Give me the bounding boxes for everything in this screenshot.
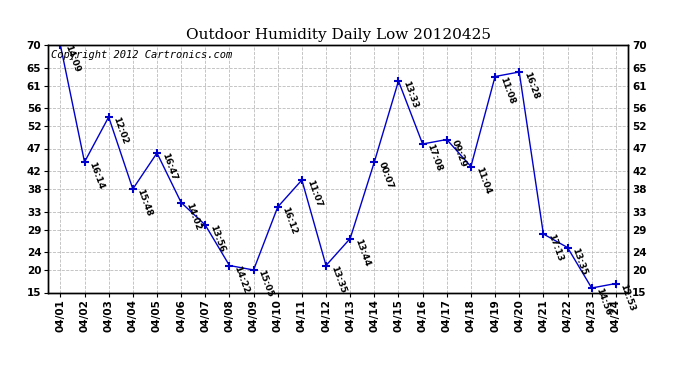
- Text: 11:08: 11:08: [498, 75, 516, 105]
- Text: 12:53: 12:53: [619, 282, 637, 312]
- Text: 09:29: 09:29: [450, 138, 468, 168]
- Text: 14:22: 14:22: [233, 264, 250, 294]
- Text: 11:04: 11:04: [474, 165, 492, 195]
- Text: 14:09: 14:09: [63, 44, 81, 74]
- Text: 12:02: 12:02: [112, 116, 130, 146]
- Text: 14:02: 14:02: [184, 201, 202, 231]
- Text: 13:56: 13:56: [208, 224, 226, 254]
- Text: 17:13: 17:13: [546, 232, 564, 263]
- Text: 16:14: 16:14: [88, 160, 106, 191]
- Text: 15:48: 15:48: [136, 188, 154, 218]
- Text: 11:07: 11:07: [305, 178, 323, 209]
- Title: Outdoor Humidity Daily Low 20120425: Outdoor Humidity Daily Low 20120425: [186, 28, 491, 42]
- Text: 13:35: 13:35: [329, 264, 347, 294]
- Text: 16:28: 16:28: [522, 70, 540, 100]
- Text: 15:05: 15:05: [257, 268, 275, 298]
- Text: 17:08: 17:08: [426, 142, 444, 172]
- Text: 16:12: 16:12: [281, 206, 299, 236]
- Text: 00:07: 00:07: [377, 160, 395, 190]
- Text: 13:33: 13:33: [402, 80, 420, 110]
- Text: 14:56: 14:56: [595, 286, 613, 317]
- Text: 13:44: 13:44: [353, 237, 371, 267]
- Text: 16:47: 16:47: [160, 152, 178, 182]
- Text: 13:35: 13:35: [571, 246, 589, 276]
- Text: Copyright 2012 Cartronics.com: Copyright 2012 Cartronics.com: [51, 50, 233, 60]
